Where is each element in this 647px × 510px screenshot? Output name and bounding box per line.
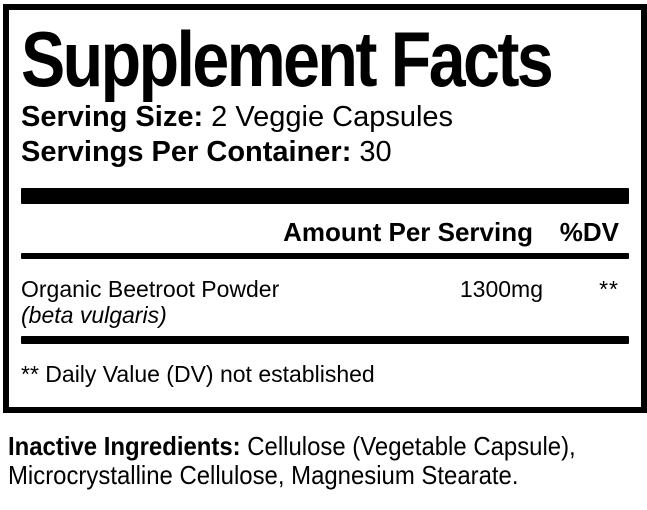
serving-size-value: 2 Veggie Capsules [203,101,454,134]
table-row: Organic Beetroot Powder (beta vulgaris) … [21,276,629,328]
ingredient-name-cell: Organic Beetroot Powder (beta vulgaris) [21,276,383,328]
ingredient-name: Organic Beetroot Powder [21,276,280,303]
panel-title: Supplement Facts [21,15,554,103]
divider-thick [21,188,629,205]
percent-dv-header: %DV [559,217,619,248]
amount-per-serving-header: Amount Per Serving [283,217,533,248]
serving-size-line: Serving Size: 2 Veggie Capsules [21,100,629,135]
dv-footnote: ** Daily Value (DV) not established [21,361,375,388]
inactive-ingredients-line2: Microcrystalline Cellulose, Magnesium St… [8,460,519,490]
table-header-row: Amount Per Serving %DV [21,217,629,247]
servings-per-container-value: 30 [351,136,392,169]
serving-size-label: Serving Size: [21,101,204,134]
divider-thin [21,253,629,260]
supplement-facts-panel: Supplement Facts Serving Size: 2 Veggie … [3,4,647,413]
inactive-ingredients: Inactive Ingredients: Cellulose (Vegetab… [8,432,647,490]
ingredient-amount: 1300mg [459,276,543,303]
serving-info: Serving Size: 2 Veggie Capsules Servings… [21,100,629,170]
inactive-ingredients-line1: Cellulose (Vegetable Capsule), [240,431,576,461]
ingredient-dv: ** [599,276,619,303]
ingredient-botanical-name: (beta vulgaris) [21,302,167,329]
servings-per-container-line: Servings Per Container: 30 [21,135,629,170]
inactive-ingredients-label: Inactive Ingredients: [8,431,241,461]
servings-per-container-label: Servings Per Container: [21,136,352,169]
divider-medium [21,336,629,345]
